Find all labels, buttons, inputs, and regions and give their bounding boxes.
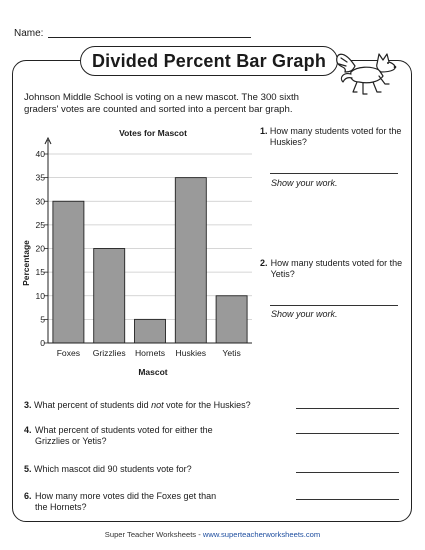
chart-y-axis-arrow	[44, 136, 52, 145]
footer-brand: Super Teacher Worksheets	[104, 530, 197, 539]
chart-y-tick-label: 20	[36, 244, 46, 254]
question-3: 3. What percent of students did not vote…	[24, 400, 294, 411]
bar-chart: Votes for Mascot Mascot Percentage 0 5 10 1…	[21, 128, 252, 377]
chart-category-label: Foxes	[57, 348, 80, 358]
chart-bar-grizzlies	[93, 248, 126, 344]
question-3-text-post: vote for the Huskies?	[163, 400, 251, 410]
chart-y-tick-label: 15	[36, 267, 46, 277]
flying-husky-icon	[336, 53, 397, 95]
name-label: Name:	[14, 28, 44, 39]
question-3-text-pre: What percent of students did	[34, 400, 152, 410]
question-4-number: 4.	[24, 425, 32, 435]
chart-y-tick-label: 10	[36, 291, 46, 301]
chart-x-axis-label: Mascot	[138, 367, 167, 377]
footer-separator: -	[196, 530, 203, 539]
chart-bar-foxes	[52, 200, 85, 344]
footer-url-link[interactable]: www.superteacherworksheets.com	[202, 530, 321, 539]
question-5-answer-line[interactable]	[296, 472, 399, 473]
question-6: 6. How many more votes did the Foxes get…	[24, 491, 224, 513]
name-field-line[interactable]	[48, 37, 251, 38]
chart-category-label: Huskies	[176, 348, 207, 358]
question-2-number: 2.	[260, 258, 268, 268]
question-6-number: 6.	[24, 491, 32, 501]
chart-category-label: Grizzlies	[93, 348, 126, 358]
chart-bar-hornets	[134, 318, 166, 344]
question-1-text: How many students voted for the Huskies?	[269, 126, 402, 147]
chart-y-axis-label: Percentage	[21, 240, 31, 286]
question-2: 2. How many students voted for the Yetis…	[260, 258, 410, 280]
chart-category-label: Yetis	[222, 348, 240, 358]
chart-y-tick-label: 30	[36, 196, 46, 206]
question-1-show-work: Show your work.	[271, 178, 338, 188]
question-1: 1. How many students voted for the Huski…	[260, 126, 410, 148]
question-4: 4. What percent of students voted for ei…	[24, 425, 224, 447]
chart-y-tick-label: 5	[40, 314, 45, 324]
footer: Super Teacher Worksheets - www.superteac…	[0, 530, 425, 539]
question-1-answer-line[interactable]	[270, 173, 398, 174]
question-2-show-work: Show your work.	[271, 309, 338, 319]
chart-title: Votes for Mascot	[119, 128, 187, 138]
question-4-answer-line[interactable]	[296, 433, 399, 434]
question-4-text: What percent of students voted for eithe…	[35, 425, 213, 446]
question-3-number: 3.	[24, 400, 32, 410]
question-5-text: Which mascot did 90 students vote for?	[34, 464, 192, 474]
question-3-emphasis: not	[151, 400, 164, 410]
question-3-answer-line[interactable]	[296, 408, 399, 409]
chart-y-tick-label: 35	[36, 173, 46, 183]
chart-y-tick-label: 25	[36, 220, 46, 230]
question-2-text: How many students voted for the Yetis?	[270, 258, 403, 279]
intro-paragraph: Johnson Middle School is voting on a new…	[24, 92, 300, 115]
chart-bar-huskies	[174, 177, 207, 344]
question-6-text: How many more votes did the Foxes get th…	[35, 491, 217, 512]
question-1-number: 1.	[260, 126, 268, 136]
chart-y-tick-label: 40	[36, 149, 46, 159]
question-5-number: 5.	[24, 464, 32, 474]
chart-y-tick-label: 0	[40, 338, 45, 348]
chart-category-label: Hornets	[135, 348, 165, 358]
worksheet-title: Divided Percent Bar Graph	[80, 46, 338, 76]
question-5: 5. Which mascot did 90 students vote for…	[24, 464, 284, 475]
question-2-answer-line[interactable]	[270, 305, 398, 306]
chart-bar-yetis	[215, 295, 248, 344]
question-6-answer-line[interactable]	[296, 499, 399, 500]
